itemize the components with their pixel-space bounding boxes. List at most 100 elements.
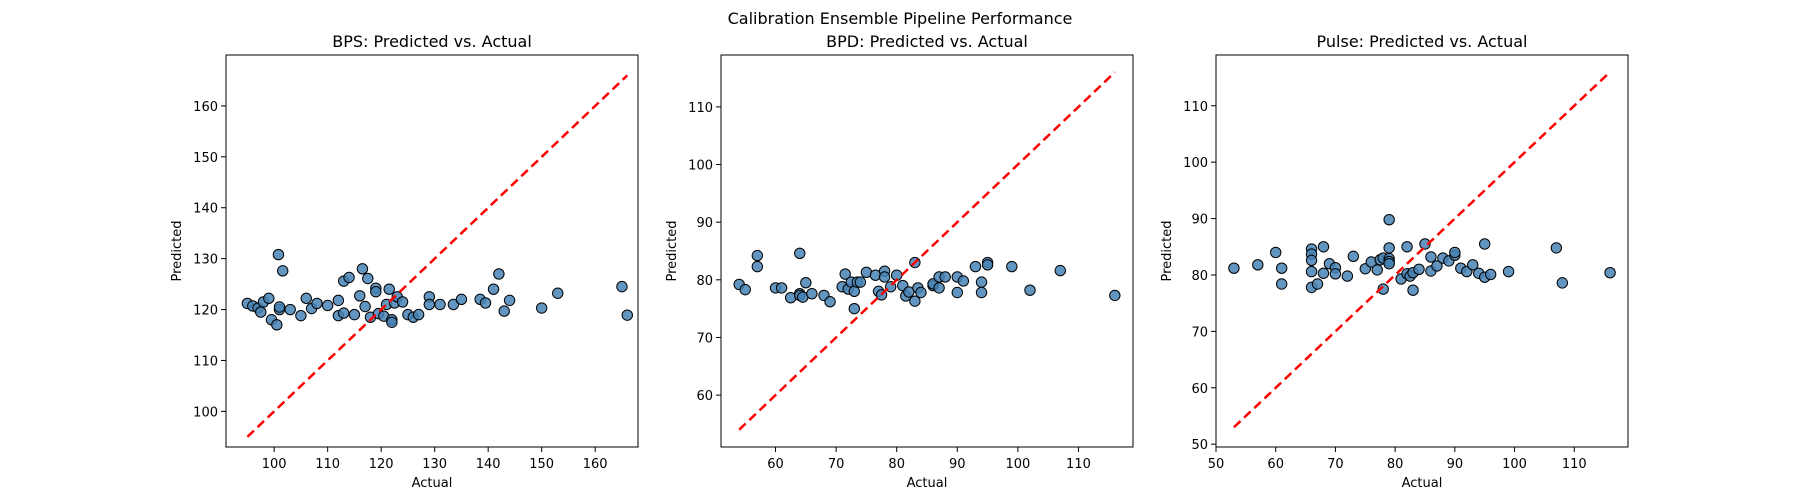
scatter-point [1604, 267, 1616, 279]
y-tick-label: 80 [696, 274, 713, 289]
x-tick-label: 60 [1267, 457, 1284, 472]
y-tick-label: 140 [193, 202, 218, 217]
scatter-point [839, 268, 851, 280]
scatter-point [284, 303, 296, 316]
scatter-point [255, 306, 267, 318]
scatter-point [1329, 268, 1342, 280]
scatter-point [975, 286, 988, 299]
scatter-points [1228, 213, 1616, 296]
y-tick-label: 70 [696, 331, 713, 346]
scatter-point [362, 272, 374, 285]
x-tick-label: 60 [767, 457, 784, 472]
scatter-point [434, 298, 446, 311]
scatter-point [1054, 264, 1066, 277]
scatter-point [423, 298, 436, 311]
x-tick-label: 160 [583, 457, 608, 472]
scatter-point [854, 276, 867, 288]
scatter-point [455, 293, 468, 306]
scatter-point [311, 297, 323, 310]
axes-frame [1215, 54, 1629, 448]
scatter-point [1407, 284, 1419, 296]
y-tick-label: 100 [688, 159, 713, 174]
y-tick-label: 130 [193, 253, 218, 268]
x-tick-label: 110 [1562, 457, 1587, 472]
scatter-point [277, 265, 289, 277]
scatter-point [1371, 264, 1383, 276]
scatter-point [824, 296, 836, 308]
x-tick-label: 70 [1327, 457, 1344, 472]
y-axis-label: Predicted [1160, 220, 1175, 281]
scatter-point [370, 286, 382, 298]
scatter-point [552, 287, 564, 299]
scatter-point [969, 260, 982, 273]
x-tick-label: 90 [949, 457, 966, 472]
scatter-point [1228, 262, 1240, 274]
x-tick-label: 50 [1208, 457, 1225, 472]
scatter-point [775, 282, 788, 294]
y-tick-label: 100 [193, 405, 218, 420]
scatter-point [1478, 238, 1491, 250]
scatter-point [1401, 241, 1413, 253]
scatter-point [321, 299, 334, 312]
scatter-point [616, 280, 628, 293]
scatter-point [348, 308, 361, 321]
identity-reference-line [1233, 71, 1611, 429]
scatter-point [503, 294, 516, 307]
scatter-point [951, 286, 963, 299]
scatter-point [1006, 260, 1018, 273]
scatter-point [493, 268, 505, 280]
scatter-point [848, 302, 860, 315]
scatter-point [1425, 251, 1437, 263]
scatter-point [479, 297, 492, 309]
y-tick-label: 160 [193, 100, 218, 115]
scatter-points [241, 248, 633, 331]
x-tick-label: 70 [828, 457, 845, 472]
y-tick-label: 110 [193, 354, 218, 369]
x-tick-label: 130 [422, 457, 447, 472]
scatter-points [733, 247, 1121, 315]
subplot-title: BPD: Predicted vs. Actual [826, 32, 1028, 51]
y-tick-label: 80 [1191, 269, 1208, 284]
scatter-point [1484, 268, 1497, 281]
identity-reference-line [246, 74, 629, 438]
scatter-point [300, 292, 312, 305]
axes-frame [225, 54, 639, 448]
scatter-point [1252, 259, 1264, 271]
scatter-point [359, 300, 371, 313]
x-axis-label: Actual [1402, 476, 1443, 491]
axes-frame [720, 54, 1134, 448]
scatter-point [412, 308, 425, 321]
scatter-point [751, 249, 764, 262]
y-tick-label: 110 [688, 101, 713, 116]
y-axis-label: Predicted [170, 220, 185, 281]
scatter-point [957, 275, 970, 287]
scatter-point [1311, 278, 1324, 290]
x-tick-label: 120 [369, 457, 394, 472]
scatter-point [1383, 242, 1395, 254]
scatter-point [1305, 265, 1318, 278]
x-tick-label: 140 [476, 457, 501, 472]
scatter-point [981, 259, 994, 271]
y-axis-label: Predicted [665, 220, 680, 281]
scatter-point [343, 271, 355, 284]
scatter-point [1383, 257, 1395, 270]
scatter-point [386, 316, 398, 328]
scatter-point [535, 302, 548, 314]
scatter-point [800, 277, 812, 289]
scatter-point [271, 319, 283, 331]
scatter-point [1419, 238, 1431, 250]
scatter-point [272, 248, 285, 261]
figure-suptitle: Calibration Ensemble Pipeline Performanc… [728, 9, 1073, 28]
subplot-panels: BPS: Predicted vs. Actual 100 110 120 130 140… [170, 32, 1629, 491]
x-tick-label: 110 [315, 457, 340, 472]
y-tick-label: 60 [696, 389, 713, 404]
x-tick-label: 80 [888, 457, 905, 472]
subplot-title: BPS: Predicted vs. Actual [332, 32, 532, 51]
scatter-point [447, 298, 460, 311]
scatter-point [975, 276, 988, 288]
scatter-point [1347, 250, 1360, 263]
scatter-point [273, 301, 286, 313]
scatter-point [739, 283, 751, 296]
scatter-point [1383, 213, 1395, 226]
scatter-point [806, 287, 818, 300]
